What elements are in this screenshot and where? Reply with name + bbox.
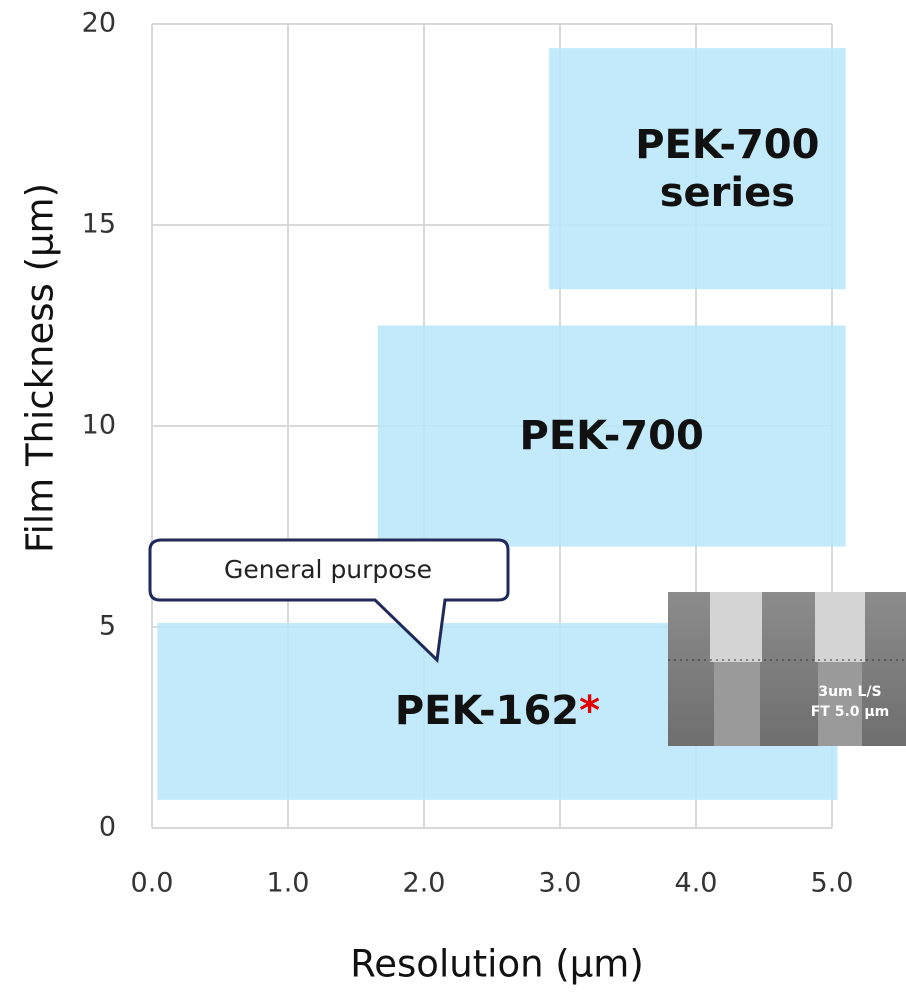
x-tick-label: 5.0 xyxy=(811,868,854,899)
inset-caption: 3um L/S xyxy=(818,684,881,700)
box-label-text: PEK-700 xyxy=(398,326,826,547)
series-name: PEK-700 series xyxy=(635,121,820,216)
inset-line xyxy=(815,592,865,662)
callout: General purpose xyxy=(148,538,510,664)
box-label: PEK-700 xyxy=(398,326,826,547)
callout-text: General purpose xyxy=(224,555,432,584)
x-tick-label: 3.0 xyxy=(539,868,582,899)
inset-line xyxy=(710,592,762,662)
footnote-marker: * xyxy=(579,688,601,735)
y-tick-label: 20 xyxy=(82,8,116,39)
x-tick-label: 1.0 xyxy=(267,868,310,899)
inset-background xyxy=(668,592,906,746)
y-tick-label: 10 xyxy=(82,410,116,441)
inset-caption: FT 5.0 μm xyxy=(811,704,890,720)
x-tick-label: 2.0 xyxy=(403,868,446,899)
y-tick-label: 5 xyxy=(99,611,116,642)
x-axis-title: Resolution (μm) xyxy=(350,943,644,986)
box-label-text: PEK-700 series xyxy=(569,48,825,289)
box-label: PEK-162 * xyxy=(177,623,817,800)
series-name: PEK-700 xyxy=(519,413,704,460)
x-tick-label: 4.0 xyxy=(675,868,718,899)
series-name: PEK-162 xyxy=(394,688,580,735)
box-label: PEK-700 series xyxy=(569,48,825,289)
inset-line xyxy=(818,662,862,746)
x-tick-label: 0.0 xyxy=(131,868,174,899)
range-box xyxy=(549,48,846,290)
inset-line xyxy=(714,662,760,746)
range-box xyxy=(377,325,846,547)
y-tick-label: 15 xyxy=(82,209,116,240)
y-axis-title: Film Thickness (μm) xyxy=(19,183,62,553)
inset-image: 3um L/S FT 5.0 μm xyxy=(668,592,906,746)
callout-shape xyxy=(148,538,510,664)
box-label-text: PEK-162 * xyxy=(177,623,817,800)
y-tick-label: 0 xyxy=(99,812,116,843)
